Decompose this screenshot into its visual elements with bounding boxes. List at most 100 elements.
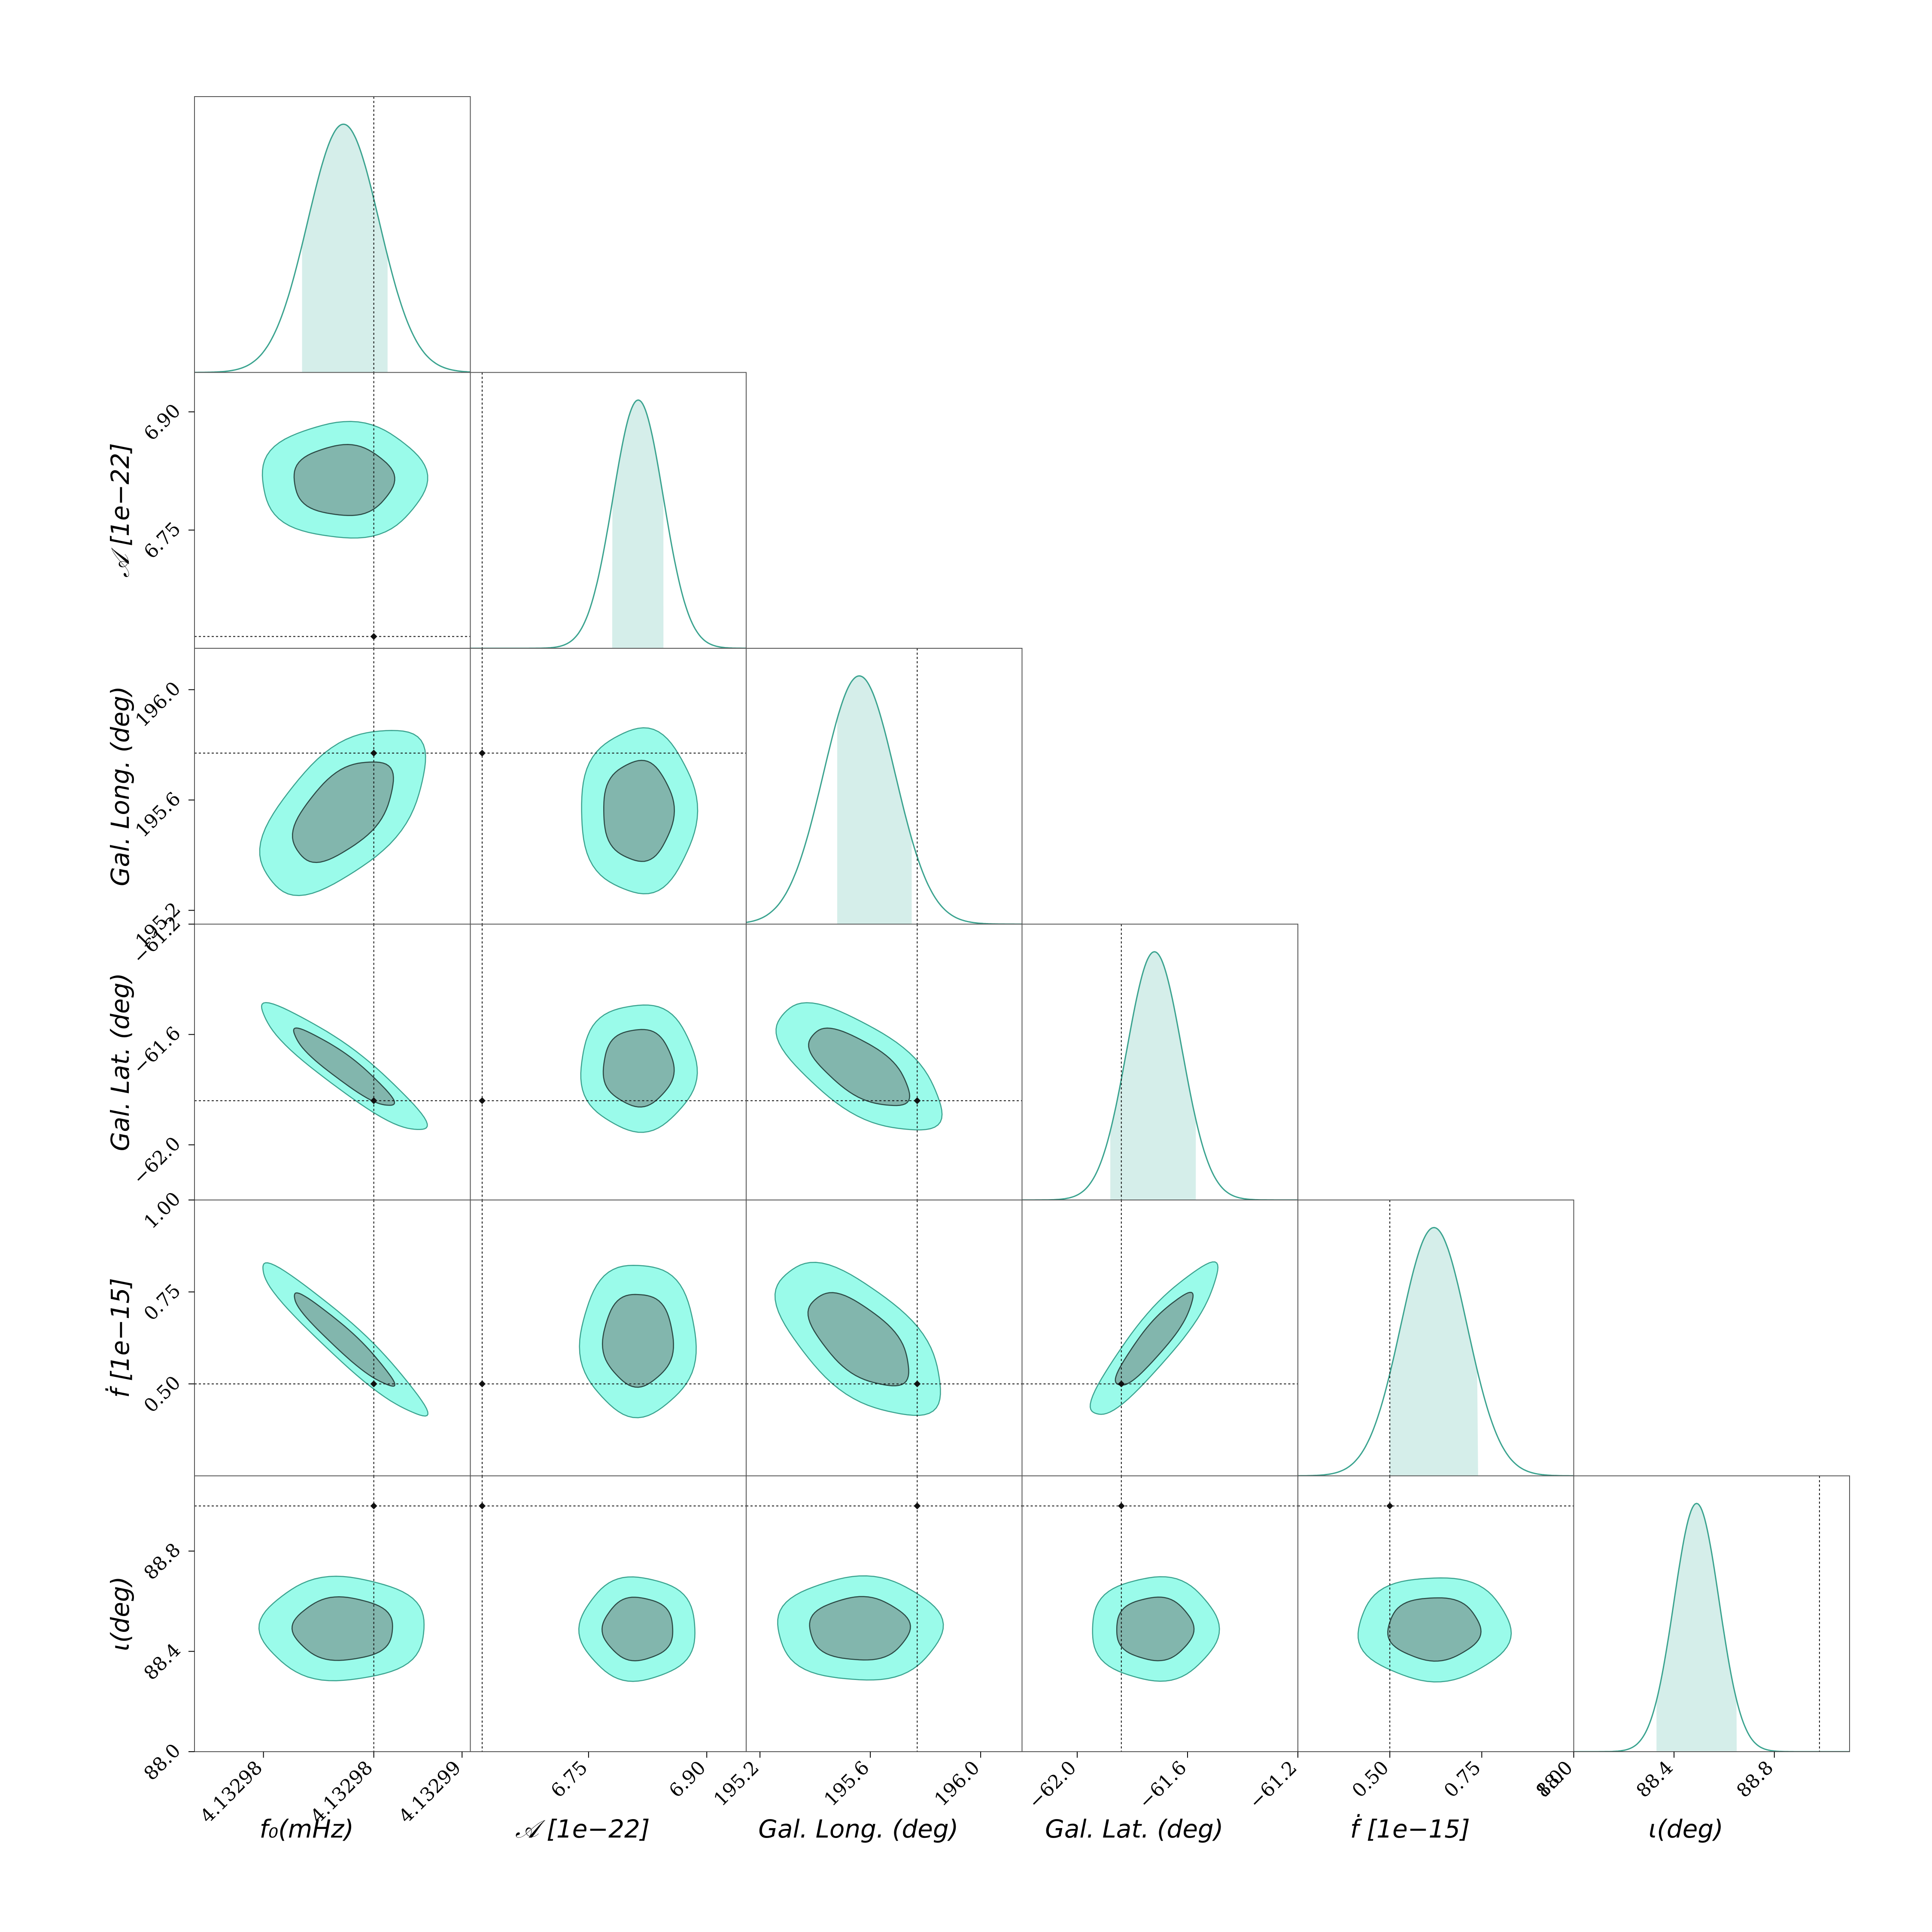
marginal-panel-lon: [746, 648, 1023, 925]
truth-marker: [370, 1380, 377, 1388]
joint-panel-lat-fdot: [1021, 1200, 1298, 1476]
x-axis-label-f0: f₀(mHz): [260, 1814, 354, 1844]
y-tick-label-lat: −62.0: [128, 1133, 185, 1189]
contour-1sigma-f0-lat: [293, 1027, 395, 1106]
joint-panel-amp-lon: [470, 648, 747, 925]
contour-1sigma-amp-lon: [603, 759, 675, 862]
marginal-curve-lon: [746, 675, 1022, 924]
truth-marker: [1386, 1502, 1394, 1510]
joint-panel-amp-iota: [470, 1475, 747, 1752]
y-tick-label-fdot: 1.00: [140, 1188, 185, 1233]
contour-1sigma-fdot-iota: [1387, 1597, 1482, 1662]
joint-panel-lat-iota: [1021, 1475, 1298, 1752]
joint-panel-f0-lat: [194, 923, 471, 1200]
joint-panel-fdot-iota: [1297, 1475, 1574, 1752]
contour-1sigma-f0-fdot: [294, 1292, 395, 1387]
joint-panel-lon-fdot: [746, 1200, 1023, 1476]
y-axis-label-fdot: ḟ [1e−15]: [105, 1278, 135, 1398]
truth-marker: [370, 1097, 377, 1104]
x-tick-label-f0: 4.13298: [196, 1757, 267, 1828]
credible-band-lon: [837, 676, 912, 924]
marginal-curve-fdot: [1298, 1227, 1574, 1476]
truth-marker: [479, 750, 486, 757]
contour-1sigma-lon-fdot: [807, 1292, 909, 1386]
truth-marker: [370, 750, 377, 757]
y-tick-label-iota: 88.4: [140, 1639, 185, 1684]
x-tick-label-amp: 6.90: [665, 1757, 710, 1802]
truth-marker: [479, 1097, 486, 1104]
truth-marker: [914, 1097, 921, 1104]
x-tick-label-iota: 88.4: [1632, 1757, 1677, 1802]
x-axis-label-fdot: ḟ [1e−15]: [1350, 1814, 1470, 1844]
contour-1sigma-amp-lat: [602, 1029, 675, 1108]
contour-1sigma-amp-fdot: [601, 1294, 674, 1388]
credible-band-fdot: [1390, 1227, 1478, 1476]
contour-1sigma-lat-iota: [1116, 1596, 1195, 1662]
joint-panel-f0-lon: [194, 648, 471, 925]
joint-panel-f0-fdot: [194, 1200, 471, 1476]
contour-1sigma-lon-iota: [809, 1596, 911, 1661]
x-axis-label-amp: 𝒜 [1e−22]: [515, 1814, 650, 1844]
y-axis-label-iota: ι(deg): [106, 1577, 135, 1651]
contour-1sigma-f0-lon: [292, 761, 394, 863]
x-tick-label-iota: 88.0: [1532, 1757, 1577, 1802]
marginal-panel-amp: [470, 372, 747, 649]
x-tick-label-lon: 195.6: [820, 1757, 874, 1810]
truth-marker: [370, 633, 377, 640]
marginal-panel-fdot: [1297, 1200, 1574, 1476]
contour-1sigma-f0-iota: [291, 1596, 393, 1661]
truth-marker: [914, 1502, 921, 1510]
y-tick-label-iota: 88.0: [140, 1740, 185, 1785]
x-tick-label-fdot: 0.50: [1348, 1757, 1393, 1802]
panel-frame: [470, 372, 747, 649]
y-axis-label-amp: 𝒜 [1e−22]: [106, 443, 135, 578]
contour-1sigma-amp-iota: [601, 1596, 674, 1662]
y-tick-label-fdot: 0.50: [140, 1372, 185, 1417]
credible-band-amp: [612, 400, 664, 648]
y-tick-label-amp: 6.75: [140, 518, 185, 563]
marginal-panel-lat: [1021, 923, 1298, 1200]
y-tick-label-fdot: 0.75: [140, 1280, 185, 1325]
x-tick-label-lon: 195.2: [710, 1757, 763, 1810]
x-axis-label-lon: Gal. Long. (deg): [758, 1814, 958, 1844]
truth-marker: [1118, 1380, 1125, 1388]
x-tick-label-lat: −61.6: [1134, 1757, 1191, 1813]
y-tick-label-lon: 196.0: [131, 677, 185, 731]
marginal-curve-iota: [1574, 1503, 1850, 1752]
credible-band-lat: [1110, 951, 1196, 1200]
y-tick-label-amp: 6.90: [140, 400, 185, 445]
marginal-panel-iota: [1573, 1475, 1850, 1752]
x-tick-label-lat: −61.2: [1245, 1757, 1301, 1813]
marginal-curve-amp: [470, 399, 746, 648]
joint-panel-amp-lat: [470, 923, 747, 1200]
x-tick-label-lat: −62.0: [1024, 1757, 1080, 1813]
x-tick-label-amp: 6.75: [547, 1757, 592, 1802]
contour-1sigma-f0-amp: [293, 444, 395, 516]
y-tick-label-lon: 195.6: [131, 788, 185, 841]
joint-panel-lon-lat: [746, 923, 1023, 1200]
truth-marker: [370, 1502, 377, 1510]
y-axis-label-lat: Gal. Lat. (deg): [106, 973, 135, 1151]
x-tick-label-lon: 196.0: [930, 1757, 984, 1810]
truth-marker: [1118, 1502, 1125, 1510]
joint-panel-lon-iota: [746, 1475, 1023, 1752]
joint-panel-amp-fdot: [470, 1200, 747, 1476]
x-axis-label-iota: ι(deg): [1649, 1814, 1723, 1844]
panel-frame: [1573, 1475, 1850, 1752]
joint-panel-f0-iota: [194, 1475, 471, 1752]
joint-panel-f0-amp: [194, 372, 471, 649]
truth-marker: [914, 1380, 921, 1388]
marginal-curve-lat: [1022, 951, 1298, 1200]
credible-band-f0: [302, 124, 388, 373]
y-axis-label-lon: Gal. Long. (deg): [106, 686, 135, 886]
truth-marker: [479, 1502, 486, 1510]
x-tick-label-iota: 88.8: [1732, 1757, 1777, 1802]
contour-1sigma-lon-lat: [808, 1027, 911, 1106]
x-axis-label-lat: Gal. Lat. (deg): [1045, 1814, 1224, 1844]
x-tick-label-f0: 4.13299: [395, 1757, 465, 1828]
credible-band-iota: [1656, 1503, 1737, 1752]
x-tick-label-fdot: 0.75: [1440, 1757, 1485, 1802]
truth-marker: [479, 1380, 486, 1388]
marginal-panel-f0: [194, 96, 471, 373]
